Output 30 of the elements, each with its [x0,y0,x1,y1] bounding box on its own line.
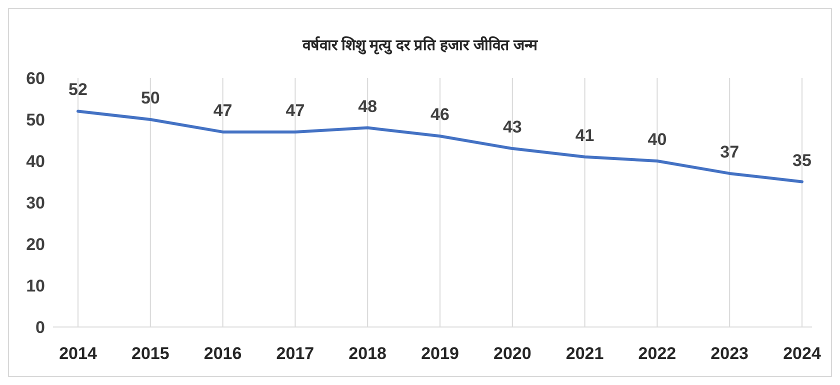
y-tick-label: 20 [26,234,45,254]
y-tick-label: 50 [26,110,45,130]
x-tick-label: 2016 [204,344,242,363]
data-label: 46 [430,105,450,124]
y-tick-label: 60 [26,68,45,88]
data-label: 41 [575,126,594,145]
x-tick-label: 2023 [710,344,749,363]
chart-title: वर्षवार शिशु मृत्यु दर प्रति हजार जीवित जन्म [301,36,539,55]
data-label: 47 [286,100,305,120]
x-tick-label: 2017 [276,344,314,363]
y-tick-label: 0 [36,318,45,337]
y-tick-label: 40 [26,152,45,171]
x-tick-label: 2022 [638,344,676,363]
y-tick-label: 30 [26,193,45,212]
data-label: 48 [358,96,378,116]
x-tick-label: 2015 [131,344,170,363]
data-label: 40 [648,130,667,149]
data-label: 35 [792,150,812,170]
y-tick-label: 10 [26,276,45,296]
x-tick-label: 2021 [566,344,604,363]
data-label: 43 [502,118,522,137]
x-tick-label: 2014 [59,344,98,363]
data-label: 52 [68,80,88,100]
x-tick-label: 2018 [348,344,387,363]
data-label: 47 [213,100,232,120]
x-tick-label: 2019 [421,344,459,363]
x-tick-label: 2020 [493,344,532,363]
x-tick-label: 2024 [783,344,822,363]
data-label: 50 [140,88,160,108]
data-label: 37 [720,142,740,162]
